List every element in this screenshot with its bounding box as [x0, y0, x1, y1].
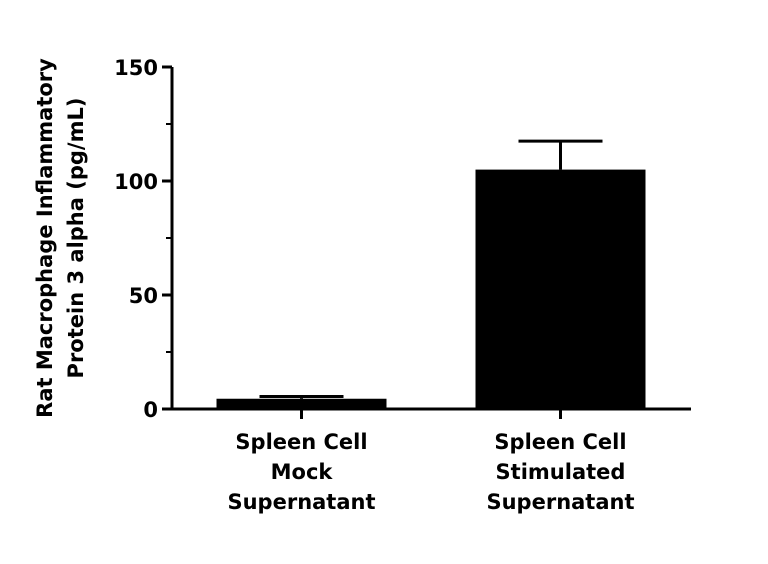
bar — [216, 398, 387, 409]
error-bar — [518, 139, 603, 170]
y-tick-label: 50 — [129, 284, 158, 308]
x-tick-label: Spleen Cell Stimulated Supernatant — [486, 430, 634, 514]
x-tick-label: Spleen Cell Mock Supernatant — [227, 430, 375, 514]
y-tick-label: 100 — [114, 170, 158, 194]
y-tick-label: 150 — [114, 56, 158, 80]
y-axis-label: Rat Macrophage Inflammatory Protein 3 alp… — [33, 58, 88, 418]
error-bar — [259, 394, 344, 399]
y-tick-label: 0 — [143, 398, 158, 422]
bar — [475, 169, 646, 409]
